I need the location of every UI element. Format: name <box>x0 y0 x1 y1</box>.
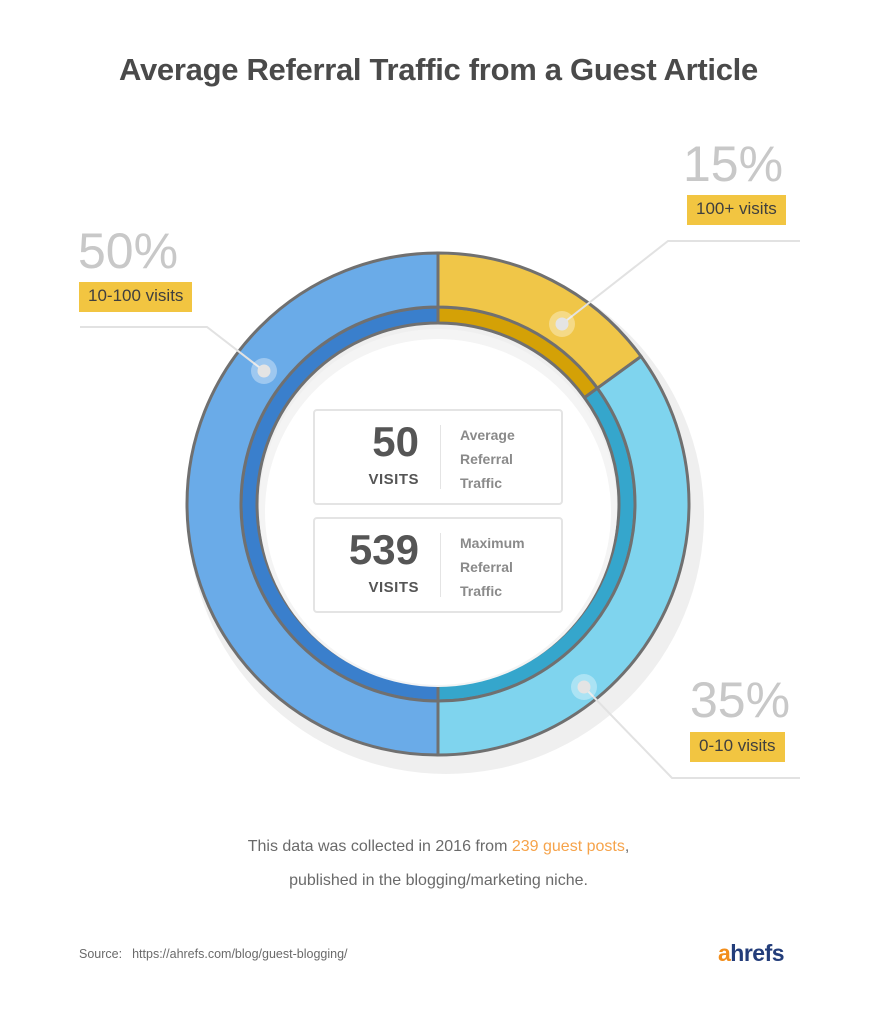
maximum-visits-number: 539 <box>348 526 419 573</box>
maximum-traffic-desc: Maximum Referral Traffic <box>460 531 560 603</box>
ahrefs-logo: ahrefs <box>718 940 785 967</box>
leader-lines <box>80 240 800 779</box>
logo-rest: hrefs <box>730 940 785 966</box>
average-visits-number: 50 <box>372 418 419 465</box>
data-note-line1: This data was collected in 2016 from 239… <box>0 838 877 856</box>
donut-slice <box>185 251 440 757</box>
percent-0-10: 35% <box>690 672 791 728</box>
percent-100-plus: 15% <box>683 136 784 192</box>
logo-a: a <box>718 940 731 966</box>
source-line: Source: https://ahrefs.com/blog/guest-blo… <box>79 947 348 961</box>
label-100-plus: 100+ visits <box>687 195 786 225</box>
average-traffic-desc: Average Referral Traffic <box>460 423 560 495</box>
label-10-100: 10-100 visits <box>79 282 193 312</box>
maximum-visits-unit: VISITS <box>368 579 419 596</box>
note-text: This data was collected in 2016 from <box>247 838 512 855</box>
label-0-10: 0-10 visits <box>690 732 785 762</box>
card-divider <box>440 425 441 489</box>
average-visits-unit: VISITS <box>368 471 419 488</box>
chart-title: Average Referral Traffic from a Guest Ar… <box>119 52 758 87</box>
desc-line: Referral <box>460 559 513 575</box>
data-note-line2: published in the blogging/marketing nich… <box>289 872 588 889</box>
card-divider <box>440 533 441 597</box>
average-traffic-card: 50 VISITS Average Referral Traffic <box>313 409 563 505</box>
source-label: Source: <box>79 947 123 961</box>
desc-line: Average <box>460 427 515 443</box>
desc-line: Traffic <box>460 475 503 491</box>
note-highlight: 239 guest posts <box>511 838 625 855</box>
callout-dots <box>251 311 597 700</box>
maximum-traffic-card: 539 VISITS Maximum Referral Traffic <box>313 517 563 613</box>
source-url[interactable]: https://ahrefs.com/blog/guest-blogging/ <box>132 947 348 961</box>
percent-10-100: 50% <box>78 223 179 279</box>
desc-line: Traffic <box>460 583 503 599</box>
note-text: , <box>624 838 630 855</box>
desc-line: Referral <box>460 451 513 467</box>
desc-line: Maximum <box>460 535 525 551</box>
